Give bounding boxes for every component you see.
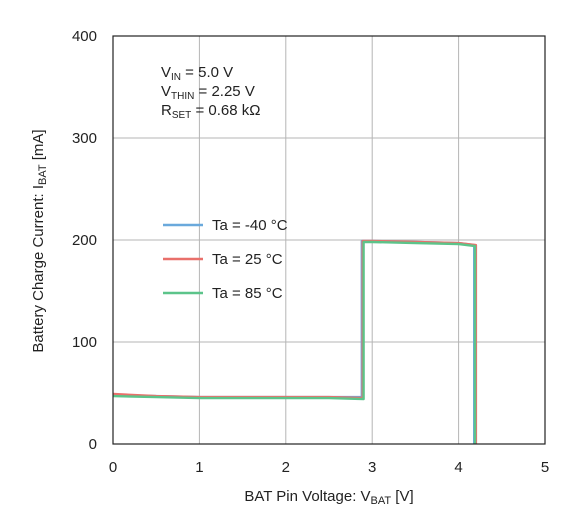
x-tick-label: 5 — [541, 459, 549, 476]
condition-subscript: SET — [172, 110, 191, 121]
legend-label: Ta = 25 °C — [212, 251, 283, 268]
x-tick-label: 0 — [109, 459, 117, 476]
y-tick-label: 300 — [72, 130, 97, 147]
x-tick-label: 3 — [368, 459, 376, 476]
y-axis-label-sub: BAT — [37, 164, 49, 185]
condition-subscript: IN — [171, 72, 181, 83]
condition-line: VIN = 5.0 V — [161, 64, 233, 83]
x-tick-labels: 0 1 2 3 4 5 — [109, 459, 549, 476]
x-tick-label: 1 — [195, 459, 203, 476]
plot-frame — [112, 35, 546, 445]
condition-subscript: THIN — [171, 91, 194, 102]
y-axis-label-main: Battery Charge Current: I — [30, 185, 47, 353]
series-line-3 — [112, 240, 477, 444]
y-tick-label: 0 — [89, 436, 97, 453]
condition-symbol: V — [161, 64, 171, 81]
y-axis-label: Battery Charge Current: IBAT [mA] — [30, 129, 49, 352]
x-tick-label: 4 — [454, 459, 462, 476]
condition-line: RSET = 0.68 kΩ — [161, 102, 260, 121]
y-tick-labels: 0 100 200 300 400 — [72, 28, 97, 453]
x-axis-label-sub: BAT — [371, 495, 392, 506]
legend-label: Ta = 85 °C — [212, 285, 283, 302]
condition-value: = 2.25 V — [194, 83, 254, 100]
condition-symbol: R — [161, 102, 172, 119]
x-axis-label-unit: [V] — [391, 488, 414, 505]
y-axis-label-unit: [mA] — [30, 129, 47, 164]
series-lines — [112, 239, 478, 444]
y-tick-label: 400 — [72, 28, 97, 45]
y-tick-label: 200 — [72, 232, 97, 249]
legend-label: Ta = -40 °C — [212, 217, 288, 234]
y-tick-label: 100 — [72, 334, 97, 351]
condition-value: = 0.68 kΩ — [191, 102, 260, 119]
condition-line: VTHIN = 2.25 V — [161, 83, 255, 102]
condition-value: = 5.0 V — [181, 64, 233, 81]
x-axis-label: BAT Pin Voltage: VBAT [V] — [244, 488, 413, 506]
condition-symbol: V — [161, 83, 171, 100]
legend: Ta = -40 °C Ta = 25 °C Ta = 85 °C — [163, 217, 288, 302]
x-axis-label-main: BAT Pin Voltage: V — [244, 488, 370, 505]
x-tick-label: 2 — [282, 459, 290, 476]
